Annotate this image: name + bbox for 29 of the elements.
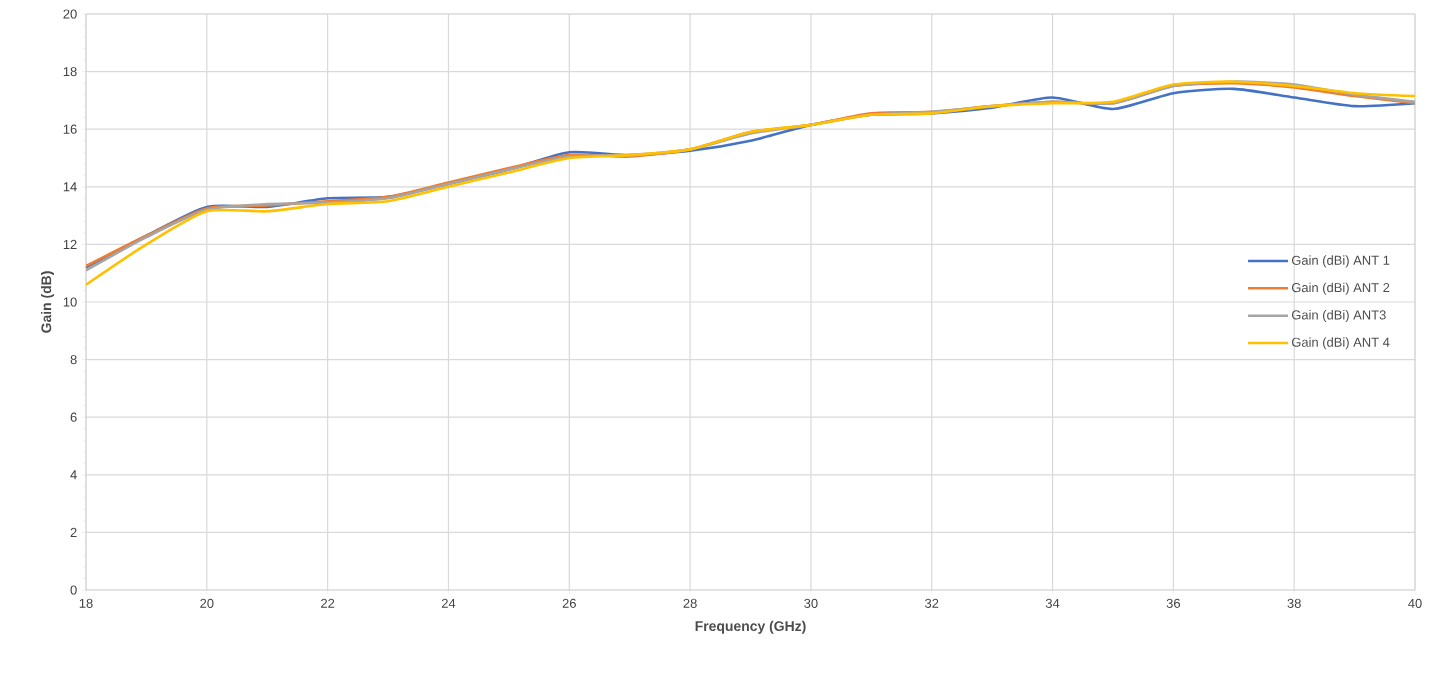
x-tick-label: 20 xyxy=(200,598,214,608)
y-tick-label: 10 xyxy=(63,297,77,307)
y-axis-title: Gain (dB) xyxy=(40,271,54,333)
y-tick-label: 4 xyxy=(70,470,77,480)
x-tick-label: 18 xyxy=(79,598,93,608)
legend-label: Gain (dBi) ANT 4 xyxy=(1291,337,1390,350)
y-tick-label: 16 xyxy=(63,124,77,134)
y-tick-label: 6 xyxy=(70,412,77,422)
y-tick-label: 8 xyxy=(70,355,77,365)
y-tick-label: 14 xyxy=(63,182,77,192)
y-tick-label: 12 xyxy=(63,239,77,249)
x-tick-label: 24 xyxy=(441,598,456,608)
x-tick-label: 34 xyxy=(1045,598,1060,608)
x-tick-label: 36 xyxy=(1166,598,1181,608)
x-tick-label: 28 xyxy=(683,598,697,608)
y-tick-label: 0 xyxy=(70,585,77,595)
y-tick-label: 20 xyxy=(63,9,77,19)
legend-label: Gain (dBi) ANT 2 xyxy=(1291,282,1390,295)
y-tick-label: 18 xyxy=(63,67,77,77)
x-axis-title: Frequency (GHz) xyxy=(695,620,806,634)
y-tick-label: 2 xyxy=(70,527,77,537)
legend-label: Gain (dBi) ANT3 xyxy=(1291,309,1386,323)
x-tick-label: 30 xyxy=(804,598,818,608)
x-tick-label: 38 xyxy=(1287,598,1301,608)
x-tick-label: 40 xyxy=(1408,598,1422,608)
legend-label: Gain (dBi) ANT 1 xyxy=(1291,255,1390,268)
x-tick-label: 26 xyxy=(562,598,576,608)
x-tick-label: 32 xyxy=(925,598,939,608)
x-tick-label: 22 xyxy=(321,598,335,608)
